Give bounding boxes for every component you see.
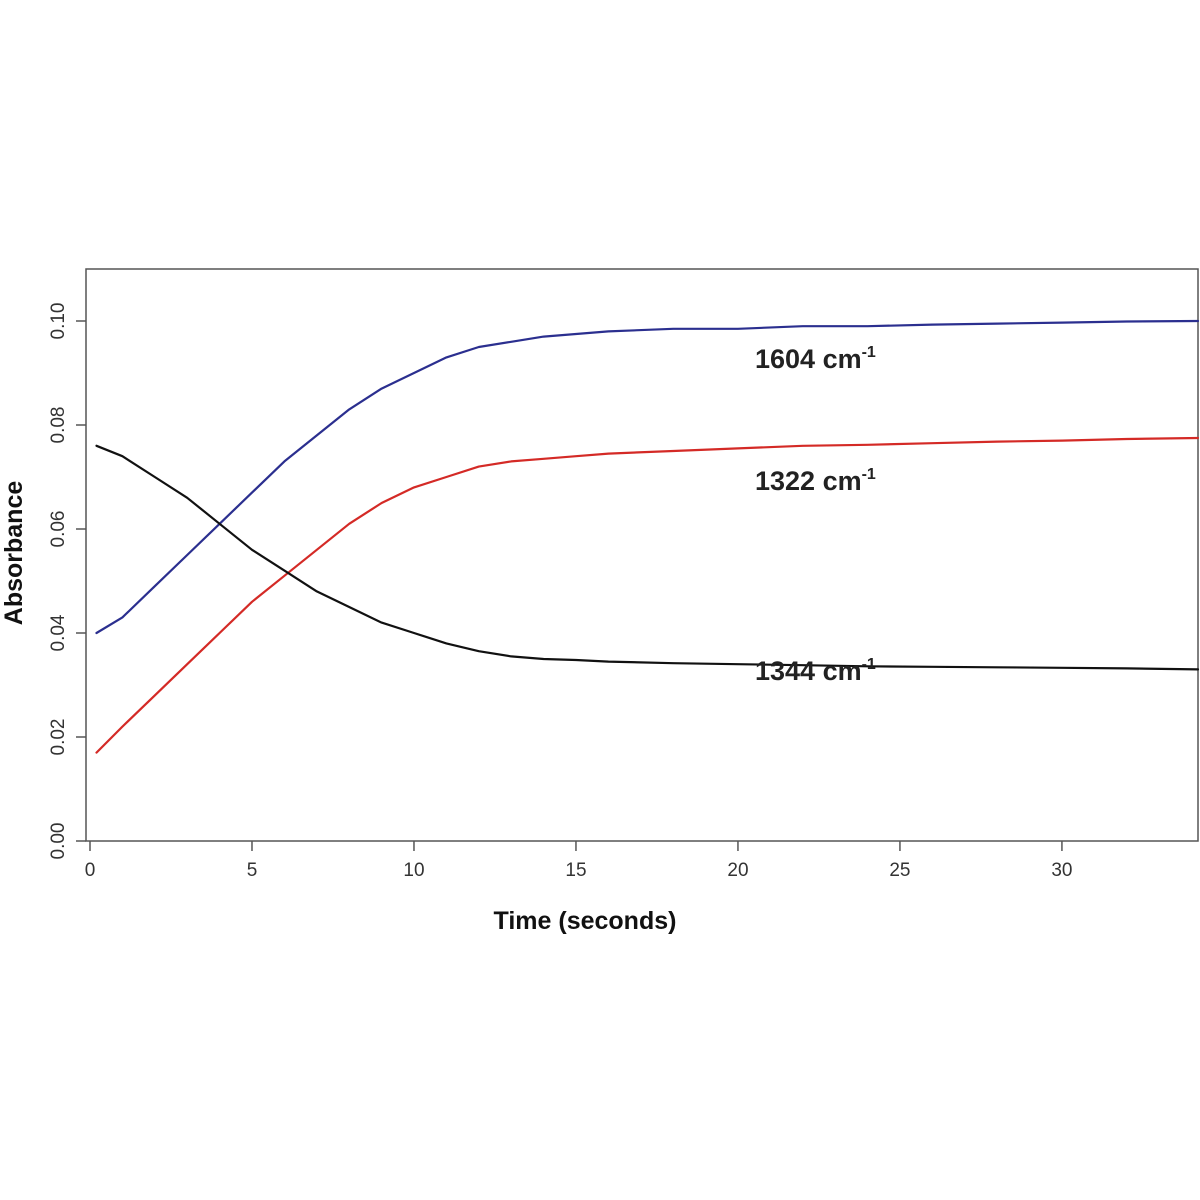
series-line-2 [95, 436, 1200, 754]
series-line-1 [95, 319, 1200, 635]
y-axis-title: Absorbance [0, 481, 28, 626]
y-tick-label: 0.06 [48, 511, 69, 548]
y-tick-label: 0.08 [48, 407, 69, 444]
x-axis: 0 5 10 15 20 25 30 [85, 841, 1073, 881]
y-tick-label: 0.02 [48, 719, 69, 756]
series-line-3 [95, 444, 1200, 671]
series-label-3: 1344 cm-1 [755, 656, 876, 686]
plot-frame [85, 268, 1199, 842]
x-tick-label: 25 [889, 860, 910, 881]
y-axis: 0.00 0.02 0.04 0.06 0.08 0.10 [48, 303, 86, 860]
x-tick-label: 5 [247, 860, 258, 881]
x-tick-label: 20 [727, 860, 748, 881]
series-lines [95, 319, 1200, 754]
y-tick-label: 0.04 [48, 614, 69, 651]
y-tick-label: 0.10 [48, 303, 69, 340]
y-tick-label: 0.00 [48, 823, 69, 860]
x-tick-label: 10 [403, 860, 424, 881]
x-tick-label: 0 [85, 860, 96, 881]
series-label-2: 1322 cm-1 [755, 466, 876, 496]
series-labels: 1604 cm-1 1322 cm-1 1344 cm-1 [755, 344, 876, 686]
x-tick-label: 30 [1051, 860, 1072, 881]
series-label-1: 1604 cm-1 [755, 344, 876, 374]
x-axis-title: Time (seconds) [494, 907, 677, 935]
x-tick-label: 15 [565, 860, 586, 881]
